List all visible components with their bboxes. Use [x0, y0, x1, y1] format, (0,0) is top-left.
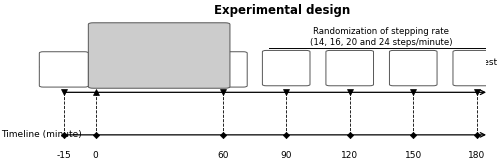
FancyBboxPatch shape: [326, 50, 374, 86]
Text: 0: 0: [92, 151, 98, 160]
Text: -15: -15: [56, 151, 71, 160]
FancyBboxPatch shape: [88, 23, 230, 88]
Text: Timeline (minute): Timeline (minute): [1, 130, 82, 139]
Text: 150: 150: [404, 151, 422, 160]
FancyBboxPatch shape: [453, 50, 500, 86]
Text: Experimental design: Experimental design: [214, 4, 350, 17]
Text: Spirometry: Spirometry: [198, 65, 248, 74]
Text: Medication
administration
(placebo or
ipratropium/salbutamol): Medication administration (placebo or ip…: [104, 34, 214, 77]
FancyBboxPatch shape: [198, 52, 247, 87]
Text: 120: 120: [341, 151, 358, 160]
Text: Spirometry: Spirometry: [38, 65, 89, 74]
Text: Randomization of stepping rate
(14, 16, 20 and 24 steps/minute): Randomization of stepping rate (14, 16, …: [310, 27, 452, 47]
FancyBboxPatch shape: [390, 50, 437, 86]
FancyBboxPatch shape: [262, 50, 310, 86]
FancyBboxPatch shape: [40, 52, 88, 87]
Text: Step test
1: Step test 1: [266, 58, 307, 78]
Text: 90: 90: [280, 151, 292, 160]
Text: Step test
2: Step test 2: [329, 58, 370, 78]
Text: 180: 180: [468, 151, 485, 160]
Text: Step test
3: Step test 3: [392, 58, 434, 78]
Text: Step test
4: Step test 4: [456, 58, 498, 78]
Text: 60: 60: [217, 151, 228, 160]
